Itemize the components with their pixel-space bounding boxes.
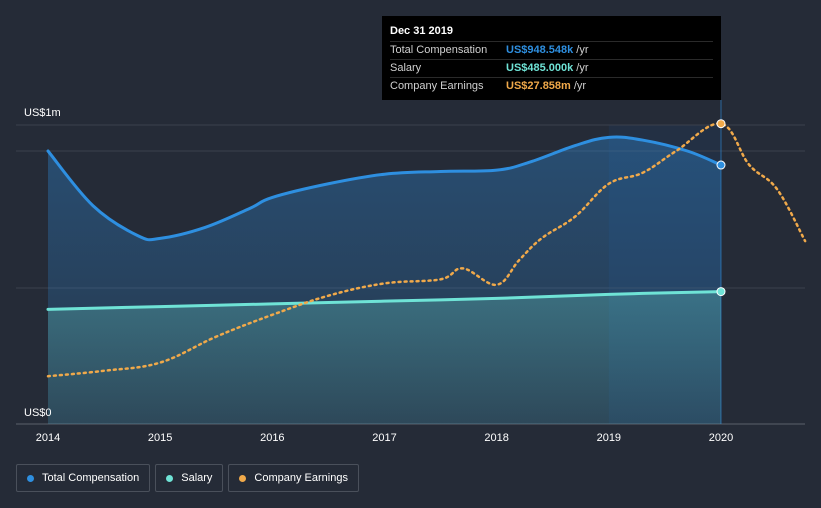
tooltip-unit: /yr [576,62,589,74]
tooltip-value: US$485.000k [506,62,574,74]
tooltip-label: Salary [390,62,422,74]
x-tick-label: 2016 [260,432,284,444]
tooltip-value: US$948.548k [506,44,574,56]
tooltip-label: Company Earnings [390,80,484,92]
tooltip-row: Company Earnings US$27.858m /yr [390,77,713,95]
legend-total-compensation[interactable]: Total Compensation [16,464,151,492]
total-compensation-point [716,160,726,170]
company-earnings-dot-icon [239,474,247,482]
x-tick-label: 2015 [148,432,172,444]
company-earnings-point [716,119,726,129]
x-tick-label: 2017 [372,432,396,444]
salary-dot-icon [166,474,174,482]
tooltip-unit: /yr [576,44,589,56]
legend-salary[interactable]: Salary [155,464,224,492]
total-compensation-line [46,135,723,242]
tooltip-label: Total Compensation [390,44,488,56]
y-tick-label: US$0 [24,407,52,419]
x-tick-label: 2014 [36,432,60,444]
tooltip-value: US$27.858m [506,80,571,92]
x-tick-label: 2018 [484,432,508,444]
x-tick-label: 2019 [597,432,621,444]
legend-label: Company Earnings [254,472,348,484]
legend-company-earnings[interactable]: Company Earnings [228,464,359,492]
salary-area [48,291,721,424]
salary-line [46,290,723,311]
data-tooltip: Dec 31 2019 Total Compensation US$948.54… [382,16,721,100]
legend-label: Salary [181,472,213,484]
x-tick-label: 2020 [709,432,733,444]
tooltip-date: Dec 31 2019 [390,25,453,37]
chart-legend: Total Compensation Salary Company Earnin… [16,464,364,492]
tooltip-row: Total Compensation US$948.548k /yr [390,41,713,59]
y-tick-label: US$1m [24,107,61,119]
legend-label: Total Compensation [42,472,140,484]
tooltip-row: Salary US$485.000k /yr [390,59,713,77]
salary-point [716,287,726,297]
total-compensation-dot-icon [27,474,34,482]
tooltip-unit: /yr [573,80,587,92]
